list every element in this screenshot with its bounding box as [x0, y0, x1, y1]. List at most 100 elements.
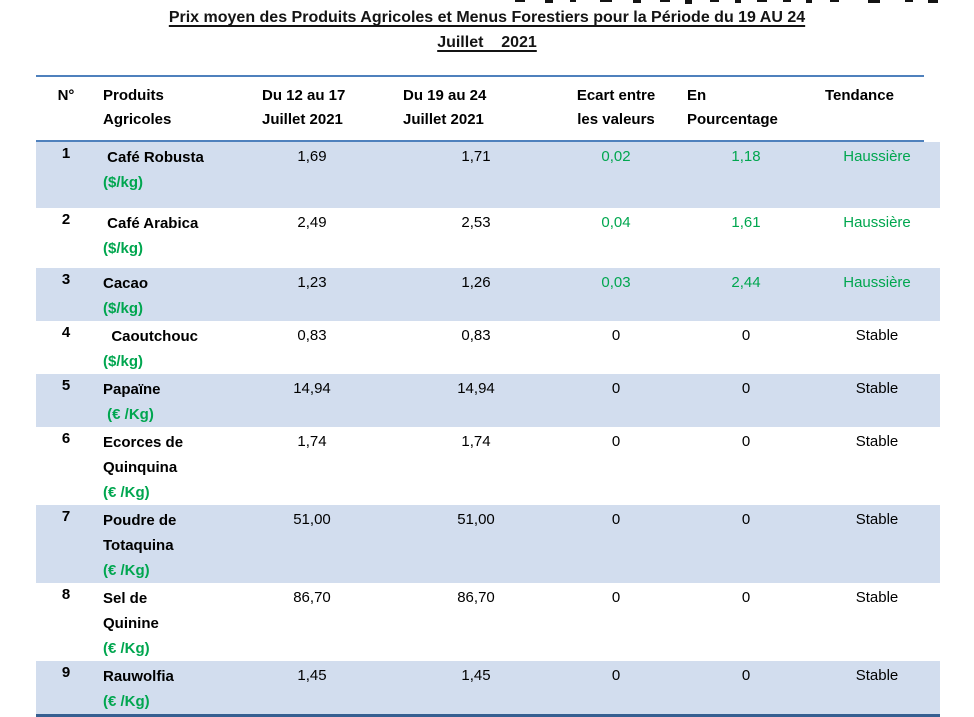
trend-value: Stable: [855, 511, 899, 528]
table-header-row: N° Produits Agricoles Du 12 au 17 Juille…: [36, 77, 940, 140]
price-prev-period: 0,83: [297, 327, 327, 344]
pct-value: 0: [741, 433, 751, 450]
product-unit: (€ /Kg): [103, 562, 150, 579]
pct-value: 2,44: [731, 274, 761, 291]
price-curr-period: 1,26: [461, 274, 491, 291]
header-prev-period: Du 12 au 17 Juillet 2021: [262, 87, 346, 128]
ecart-value: 0: [611, 380, 621, 397]
product-name: Rauwolfia: [103, 668, 174, 685]
price-prev-period: 14,94: [293, 380, 331, 397]
table-row: 6 Ecorces de Quinquina (€ /Kg) 1,74 1,74…: [36, 427, 940, 505]
row-number: 6: [61, 430, 71, 447]
product-name: Sel de Quinine: [103, 590, 159, 632]
product-cell: Café Arabica ($/kg): [96, 211, 258, 268]
ecart-value: 0,03: [601, 274, 631, 291]
product-unit: ($/kg): [103, 240, 144, 257]
header-pct: En Pourcentage: [687, 87, 778, 128]
price-curr-period: 1,45: [461, 667, 491, 684]
row-number: 2: [61, 211, 71, 228]
table-header-rule: [36, 140, 924, 142]
table-row: 9 Rauwolfia (€ /Kg) 1,45 1,45 0 0 Stable: [36, 661, 940, 714]
product-name: Café Arabica: [103, 215, 199, 232]
product-unit: (€ /Kg): [103, 640, 150, 657]
table-row: 5 Papaïne (€ /Kg) 14,94 14,94 0 0 Stable: [36, 374, 940, 427]
product-name: Café Robusta: [103, 149, 204, 166]
title-line-2: Juillet 2021: [437, 34, 537, 51]
price-prev-period: 2,49: [297, 214, 327, 231]
trend-value: Stable: [855, 589, 899, 606]
trend-value: Haussière: [843, 214, 911, 231]
price-curr-period: 0,83: [461, 327, 491, 344]
price-curr-period: 86,70: [457, 589, 495, 606]
table-row: 1 Café Robusta ($/kg) 1,69 1,71 0,02 1,1…: [36, 142, 940, 208]
product-cell: Cacao ($/kg): [96, 271, 258, 321]
product-cell: Sel de Quinine (€ /Kg): [96, 586, 258, 661]
product-cell: Rauwolfia (€ /Kg): [96, 664, 258, 714]
product-name: Ecorces de Quinquina: [103, 434, 184, 476]
product-cell: Poudre de Totaquina (€ /Kg): [96, 508, 258, 583]
product-unit: (€ /Kg): [103, 693, 150, 710]
product-unit: ($/kg): [103, 353, 144, 370]
header-num: N°: [57, 87, 75, 104]
product-cell: Ecorces de Quinquina (€ /Kg): [96, 430, 258, 505]
ecart-value: 0: [611, 589, 621, 606]
header-ecart: Ecart entre les valeurs: [576, 87, 656, 128]
price-prev-period: 1,74: [297, 433, 327, 450]
trend-value: Stable: [855, 667, 899, 684]
pct-value: 0: [741, 327, 751, 344]
row-number: 4: [61, 324, 71, 341]
product-name: Caoutchouc: [103, 328, 199, 345]
trend-value: Stable: [855, 433, 899, 450]
price-curr-period: 14,94: [457, 380, 495, 397]
pct-value: 1,61: [731, 214, 761, 231]
pct-value: 0: [741, 589, 751, 606]
product-unit: ($/kg): [103, 300, 144, 317]
price-curr-period: 1,71: [461, 148, 491, 165]
row-number: 3: [61, 271, 71, 288]
product-unit: (€ /Kg): [103, 484, 150, 501]
price-curr-period: 1,74: [461, 433, 491, 450]
ecart-value: 0,04: [601, 214, 631, 231]
product-cell: Papaïne (€ /Kg): [96, 377, 258, 427]
row-number: 7: [61, 508, 71, 525]
ecart-value: 0,02: [601, 148, 631, 165]
ecart-value: 0: [611, 433, 621, 450]
row-number: 5: [61, 377, 71, 394]
prices-table: N° Produits Agricoles Du 12 au 17 Juille…: [36, 75, 940, 717]
price-prev-period: 1,23: [297, 274, 327, 291]
pct-value: 1,18: [731, 148, 761, 165]
product-unit: (€ /Kg): [103, 406, 154, 423]
ecart-value: 0: [611, 511, 621, 528]
price-prev-period: 86,70: [293, 589, 331, 606]
product-cell: Café Robusta ($/kg): [96, 145, 258, 208]
product-cell: Caoutchouc ($/kg): [96, 324, 258, 374]
price-curr-period: 2,53: [461, 214, 491, 231]
table-row: 4 Caoutchouc ($/kg) 0,83 0,83 0 0 Stable: [36, 321, 940, 374]
pct-value: 0: [741, 667, 751, 684]
table-top-rule: [36, 75, 924, 77]
clipped-text-fragment: [0, 0, 974, 8]
ecart-value: 0: [611, 667, 621, 684]
price-prev-period: 1,69: [297, 148, 327, 165]
row-number: 1: [61, 145, 71, 162]
price-prev-period: 1,45: [297, 667, 327, 684]
product-name: Cacao: [103, 275, 149, 292]
row-number: 8: [61, 586, 71, 603]
table-row: 3 Cacao ($/kg) 1,23 1,26 0,03 2,44 Hauss…: [36, 268, 940, 321]
price-curr-period: 51,00: [457, 511, 495, 528]
row-number: 9: [61, 664, 71, 681]
pct-value: 0: [741, 511, 751, 528]
header-curr-period: Du 19 au 24 Juillet 2021: [403, 87, 487, 128]
ecart-value: 0: [611, 327, 621, 344]
header-trend: Tendance: [825, 87, 894, 104]
header-product: Produits Agricoles: [103, 87, 172, 128]
product-name: Papaïne: [103, 381, 161, 398]
table-row: 8 Sel de Quinine (€ /Kg) 86,70 86,70 0 0…: [36, 583, 940, 661]
product-name: Poudre de Totaquina: [103, 512, 177, 554]
table-row: 7 Poudre de Totaquina (€ /Kg) 51,00 51,0…: [36, 505, 940, 583]
title-line-1: Prix moyen des Produits Agricoles et Men…: [168, 9, 806, 26]
pct-value: 0: [741, 380, 751, 397]
document-title: Prix moyen des Produits Agricoles et Men…: [0, 5, 974, 55]
table-body: 1 Café Robusta ($/kg) 1,69 1,71 0,02 1,1…: [36, 142, 940, 714]
trend-value: Haussière: [843, 274, 911, 291]
